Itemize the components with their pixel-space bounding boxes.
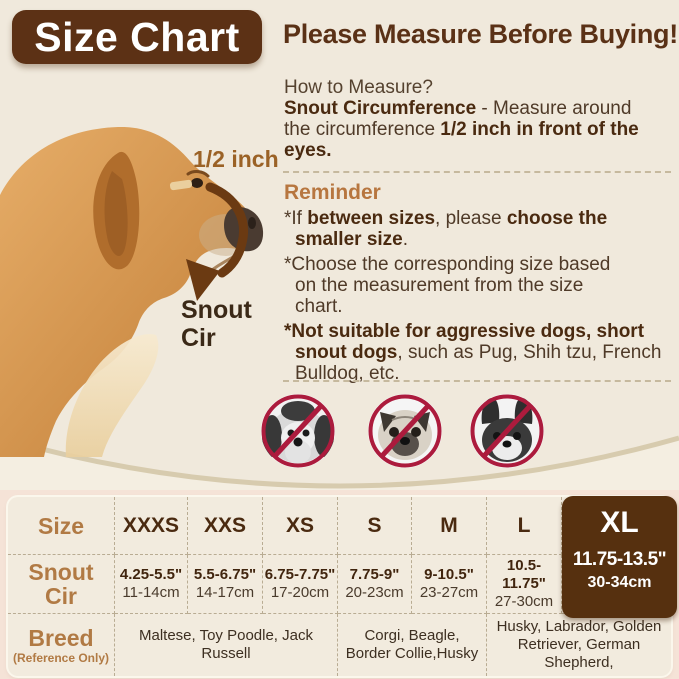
prohibited-icon [261, 394, 335, 468]
how-to-measure-heading: How to Measure? [284, 77, 433, 98]
reminder-item-2: *Choose the corresponding size based on … [284, 254, 611, 317]
size-cell-l: L [487, 497, 562, 555]
size-cell-m: M [412, 497, 487, 555]
snout-cell-s: 7.75-9" 20-23cm [338, 555, 412, 614]
snout-measure-arrow [186, 182, 248, 301]
size-cell-xxxs: XXXS [115, 497, 188, 555]
reminder-item-3: *Not suitable for aggressive dogs, short… [284, 321, 662, 384]
breed-cell-medium: Corgi, Beagle, Border Collie,Husky [338, 614, 487, 676]
size-cell-s: S [338, 497, 412, 555]
snout-cell-xxxs: 4.25-5.5" 11-14cm [115, 555, 188, 614]
snout-row-label-cell: Snout Cir [8, 555, 115, 614]
snout-cell-m: 9-10.5" 23-27cm [412, 555, 487, 614]
snout-cell-xxs: 5.5-6.75" 14-17cm [188, 555, 263, 614]
prohibited-icon [368, 394, 442, 468]
snout-cell-l: 10.5-11.75" 27-30cm [487, 555, 562, 614]
size-chart-badge: Size Chart [12, 10, 262, 64]
size-cell-xxs: XXS [188, 497, 263, 555]
reminder-heading: Reminder [284, 181, 381, 204]
size-table: Size XXXS XXS XS S M L Snout Cir 4.25-5.5… [8, 496, 677, 676]
how-to-measure-text: Snout Circumference - Measure around the… [284, 98, 639, 161]
dashed-divider-bottom [283, 380, 671, 382]
size-cell-xs: XS [263, 497, 338, 555]
breed-cell-large: Husky, Labrador, Golden Retriever, Germa… [496, 618, 662, 671]
page-title: Please Measure Before Buying! [283, 19, 678, 49]
xl-snout-cm: 30-34cm [587, 574, 652, 591]
snout-circumference-term: Snout Circumference [284, 98, 477, 119]
snout-cell-xs: 6.75-7.75" 17-20cm [263, 555, 338, 614]
snout-cir-label: Snout Cir [181, 296, 252, 352]
half-inch-label: 1/2 inch [193, 146, 279, 172]
reminder-item-1: *If between sizes, please choose the sma… [284, 208, 608, 250]
dog-photo-illustration [0, 126, 264, 457]
size-row-label-cell: Size [8, 497, 115, 555]
breed-cell-small: Maltese, Toy Poodle, Jack Russell [115, 614, 338, 676]
breed-row-label-cell: Breed (Reference Only) [8, 614, 115, 676]
reminder-list: *If between sizes, please choose the sma… [284, 208, 673, 388]
half-inch-tick [169, 179, 193, 191]
prohibited-icon [470, 394, 544, 468]
size-chart-badge-label: Size Chart [34, 13, 240, 60]
xl-snout-inches: 11.75-13.5" [572, 549, 667, 570]
xl-size-label: XL [600, 506, 639, 539]
dashed-divider-top [283, 171, 671, 173]
xl-size-highlight: XL 11.75-13.5" 30-34cm [562, 496, 677, 618]
